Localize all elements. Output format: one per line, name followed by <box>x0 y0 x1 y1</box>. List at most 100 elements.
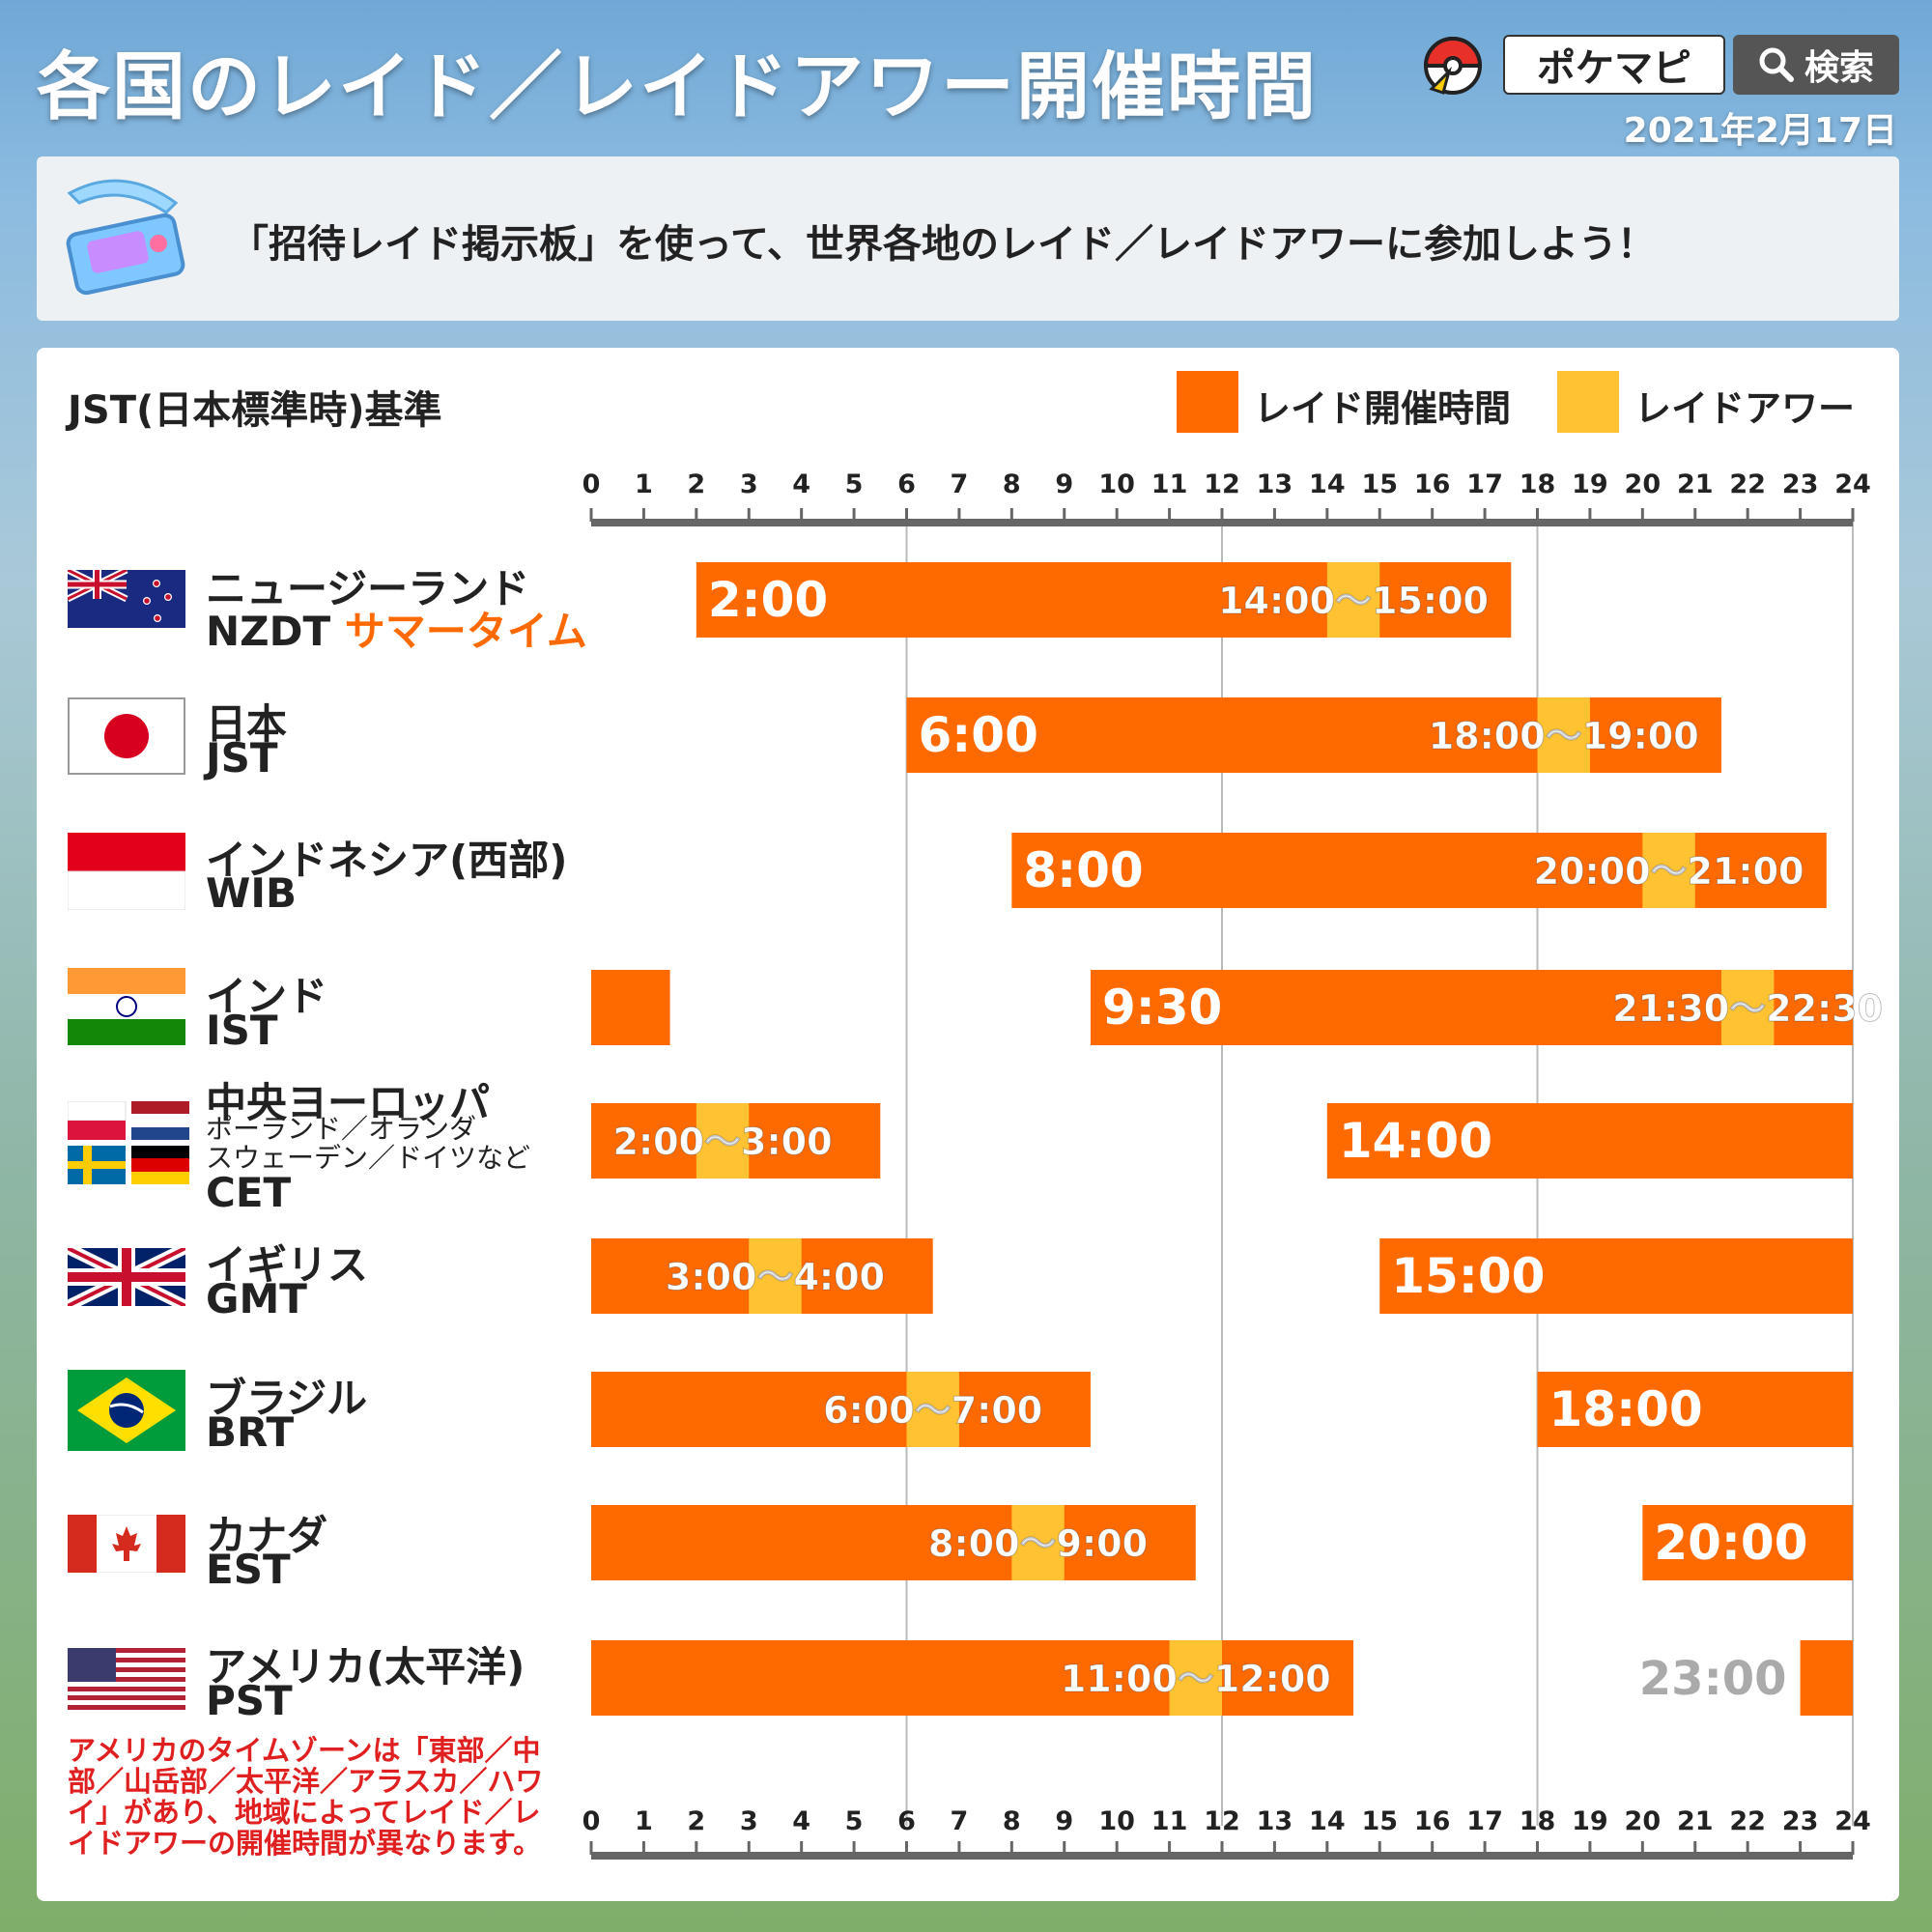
raid-bar <box>591 1372 1091 1447</box>
tick-label-top: 19 <box>1572 469 1608 499</box>
raid-start-label: 9:30 <box>1102 980 1222 1036</box>
tick-label-top: 11 <box>1151 469 1188 499</box>
raid-hour-bar <box>1720 970 1775 1045</box>
banner-text: 「招待レイド掲示板」を使って、世界各地のレイド／レイドアワーに参加しよう！ <box>230 222 1656 267</box>
tick-label-bottom: 13 <box>1257 1806 1293 1836</box>
raid-start-label: 6:00 <box>919 707 1038 763</box>
ca-flag-icon <box>68 1515 185 1573</box>
id-flag-icon <box>68 833 185 910</box>
raid-bar <box>1537 1372 1853 1447</box>
raid-bar <box>1326 1103 1853 1179</box>
tick-label-top: 5 <box>845 469 864 499</box>
jp-flag-icon <box>68 697 185 775</box>
raid-hour-label: 20:00〜21:00 <box>1534 850 1804 893</box>
tick-label-bottom: 0 <box>582 1806 601 1836</box>
tz-code-br: BRT <box>206 1408 295 1456</box>
axis-bar-top <box>591 519 1853 526</box>
tick-label-bottom: 8 <box>1003 1806 1021 1836</box>
country-name-cet: 中央ヨーロッパ <box>206 1079 491 1126</box>
tick-label-bottom: 1 <box>635 1806 653 1836</box>
tick-label-bottom: 19 <box>1572 1806 1608 1836</box>
tz-code-jp: JST <box>206 734 278 781</box>
tick-label-bottom: 11 <box>1151 1806 1188 1836</box>
raid-start-label: 8:00 <box>1023 842 1143 898</box>
tick-label-bottom: 16 <box>1414 1806 1451 1836</box>
raid-hour-label: 8:00〜9:00 <box>928 1522 1148 1565</box>
tick-label-top: 9 <box>1055 469 1073 499</box>
tick-label-bottom: 5 <box>845 1806 864 1836</box>
raid-bar <box>591 970 670 1045</box>
cet-sub-note-2: スウェーデン／ドイツなど <box>206 1142 531 1174</box>
raid-hour-label: 6:00〜7:00 <box>823 1389 1042 1432</box>
tick-label-bottom: 15 <box>1361 1806 1398 1836</box>
tz-code-in: IST <box>206 1007 278 1054</box>
raid-bar <box>1800 1640 1853 1716</box>
raid-start-label: 2:00 <box>708 572 828 628</box>
in-flag-icon <box>68 968 185 1045</box>
brand-button[interactable]: ポケマピ <box>1503 35 1725 95</box>
tick-label-top: 3 <box>740 469 758 499</box>
raid-hour-bar <box>1537 697 1590 773</box>
raid-pass-icon <box>66 179 185 296</box>
invite-banner[interactable]: 「招待レイド掲示板」を使って、世界各地のレイド／レイドアワーに参加しよう！ <box>37 156 1899 321</box>
tick-label-top: 4 <box>792 469 810 499</box>
country-name-id: インドネシア(西部) <box>206 837 568 884</box>
legend-swatch-raid <box>1177 371 1238 433</box>
br-flag-icon <box>68 1370 185 1451</box>
tick-label-top: 23 <box>1782 469 1819 499</box>
country-name-ca: カナダ <box>206 1512 328 1559</box>
raid-hour-bar <box>696 1103 750 1179</box>
country-name-jp: 日本 <box>206 700 288 748</box>
raid-start-label: 18:00 <box>1549 1381 1703 1437</box>
raid-hour-label: 11:00〜12:00 <box>1061 1658 1331 1700</box>
tick-label-bottom: 18 <box>1520 1806 1556 1836</box>
tick-label-bottom: 6 <box>897 1806 916 1836</box>
tick-label-bottom: 4 <box>792 1806 810 1836</box>
tick-label-top: 16 <box>1414 469 1451 499</box>
tick-label-top: 22 <box>1729 469 1766 499</box>
tz-code-nz: NZDT サマータイム <box>206 599 587 658</box>
raid-hour-bar <box>1169 1640 1222 1716</box>
tick-label-bottom: 22 <box>1729 1806 1766 1836</box>
search-button[interactable]: 検索 <box>1733 35 1899 95</box>
tz-code-text: NZDT <box>206 608 331 655</box>
tick-label-top: 14 <box>1309 469 1346 499</box>
raid-hour-label: 18:00〜19:00 <box>1429 715 1699 757</box>
pokemapi-logo-icon[interactable] <box>1420 33 1486 99</box>
tick-label-bottom: 3 <box>740 1806 758 1836</box>
tz-code-id: WIB <box>206 869 297 917</box>
raid-hour-label: 14:00〜15:00 <box>1218 580 1489 622</box>
raid-start-label: 20:00 <box>1654 1515 1807 1571</box>
tick-label-top: 7 <box>951 469 969 499</box>
search-label: 検索 <box>1804 48 1874 88</box>
tick-label-bottom: 7 <box>951 1806 969 1836</box>
tick-label-top: 0 <box>582 469 601 499</box>
raid-hour-label: 21:30〜22:30 <box>1612 987 1883 1030</box>
tick-label-bottom: 9 <box>1055 1806 1073 1836</box>
legend-label-raid-hour: レイドアワー <box>1634 387 1856 430</box>
tick-label-top: 17 <box>1466 469 1503 499</box>
page-title: 各国のレイド／レイドアワー開催時間 <box>37 43 1318 129</box>
raid-start-label: 14:00 <box>1339 1113 1492 1169</box>
tick-label-bottom: 24 <box>1834 1806 1871 1836</box>
raid-start-label: 15:00 <box>1391 1248 1545 1304</box>
tz-code-us: PST <box>206 1677 293 1724</box>
legend-swatch-raid-hour <box>1557 371 1619 433</box>
date-text: 2021年2月17日 <box>1623 111 1897 151</box>
legend-label-raid: レイド開催時間 <box>1254 387 1512 430</box>
tz-code-cet: CET <box>206 1169 292 1216</box>
tick-label-top: 8 <box>1003 469 1021 499</box>
tick-label-bottom: 10 <box>1098 1806 1135 1836</box>
tick-label-top: 2 <box>687 469 705 499</box>
tick-label-top: 10 <box>1098 469 1135 499</box>
raid-bar <box>591 1505 1196 1580</box>
basis-label: JST(日本標準時)基準 <box>68 388 442 433</box>
raid-bar <box>1379 1238 1853 1314</box>
tick-label-top: 13 <box>1257 469 1293 499</box>
search-icon <box>1759 47 1794 82</box>
country-name-br: ブラジル <box>206 1375 368 1422</box>
country-name-in: インド <box>206 973 328 1020</box>
tick-label-top: 18 <box>1520 469 1556 499</box>
uk-flag-icon <box>68 1248 185 1306</box>
raid-hour-bar <box>1326 562 1380 638</box>
